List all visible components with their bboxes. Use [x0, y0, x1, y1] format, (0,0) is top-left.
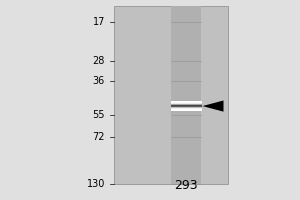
Text: 36: 36 — [93, 76, 105, 86]
Text: 293: 293 — [174, 179, 198, 192]
Text: 17: 17 — [93, 17, 105, 27]
Text: 72: 72 — [92, 132, 105, 142]
Polygon shape — [202, 100, 224, 112]
Text: 130: 130 — [87, 179, 105, 189]
Text: 55: 55 — [92, 110, 105, 120]
Bar — [114, 6, 228, 184]
Text: 28: 28 — [93, 56, 105, 66]
Bar — [171, 6, 201, 184]
